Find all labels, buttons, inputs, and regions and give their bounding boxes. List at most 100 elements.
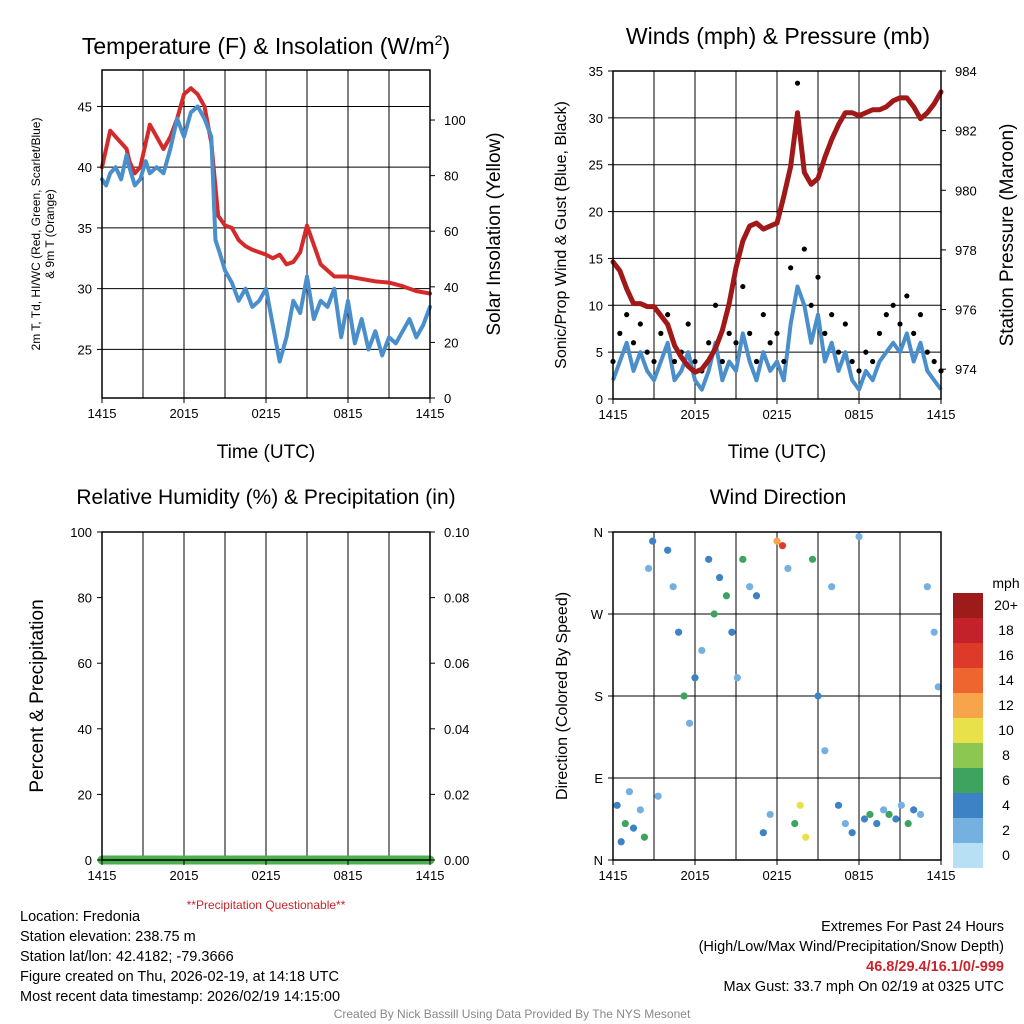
direction-point [705, 555, 713, 563]
temperature-axes: 1415 2015 0215 0815 1415 25 30 35 40 45 0 20 40 60 80 1… [78, 99, 466, 421]
gust-point [637, 321, 643, 327]
gust-point [801, 246, 807, 252]
direction-grid [613, 531, 941, 861]
legend-swatch [953, 643, 983, 668]
wind-ytick-label: 25 [589, 158, 603, 173]
wind-xtick-label: 2015 [681, 407, 710, 422]
direction-point [722, 592, 731, 600]
gust-point [760, 312, 766, 318]
direction-point [669, 583, 677, 591]
direction-point [636, 806, 644, 814]
direction-point [649, 537, 657, 545]
gust-point [904, 293, 910, 299]
direction-point [885, 810, 893, 819]
wind-xtick-label: 0215 [763, 407, 792, 422]
legend-swatch [953, 843, 983, 868]
extremes-values: 46.8/29.4/16.1/0/-999 [866, 959, 1004, 975]
station-elevation: Station elevation: 238.75 m [20, 929, 196, 945]
direction-point [778, 542, 787, 550]
direction-point [855, 532, 863, 541]
temperature-panel: Temperature (F) & Insolation (W/m2) 1415… [29, 32, 505, 463]
wind-series [610, 80, 944, 392]
legend-swatch [953, 718, 983, 743]
gust-point [651, 358, 657, 365]
legend-swatch [953, 693, 983, 718]
gust-point [740, 283, 746, 290]
rh-ytick-label: 80 [78, 591, 92, 606]
wind-ytick-label: 30 [589, 111, 603, 126]
temp-ytick-label: 30 [78, 282, 92, 297]
station-info: Location: Fredonia Station elevation: 23… [20, 907, 340, 1007]
gust-point [856, 368, 862, 374]
direction-point [710, 610, 718, 618]
rh-ytick-label: 40 [78, 722, 92, 737]
temperature-panel-title: Temperature (F) & Insolation (W/m2) [82, 32, 450, 59]
gust-point [917, 312, 924, 318]
gust-point [685, 321, 691, 327]
rh-ytick-label: 100 [70, 525, 92, 540]
direction-point [848, 829, 856, 837]
direction-point [664, 546, 672, 554]
direction-point [828, 583, 836, 591]
temp-xtick-label: 1415 [416, 406, 445, 421]
wind-y2tick-label: 974 [955, 362, 977, 377]
temp-xtick-label: 2015 [170, 406, 199, 421]
legend-swatch [953, 743, 983, 768]
legend-label: 10 [998, 722, 1014, 738]
legend-label: 0 [1002, 847, 1010, 863]
direction-point [716, 573, 724, 582]
direction-point [866, 810, 874, 819]
wind-grid [613, 70, 941, 400]
dir-ytick-label: N [594, 525, 603, 540]
rh-xtick-label: 1415 [88, 868, 117, 883]
direction-point [910, 806, 918, 814]
temperature-series [100, 86, 432, 364]
direction-ylabel: Direction (Colored By Speed) [554, 592, 571, 800]
wind-xtick-label: 0815 [845, 407, 874, 422]
direction-point [640, 833, 649, 841]
direction-point [841, 819, 849, 828]
dir-ytick-label: N [594, 853, 603, 868]
pressure-ylabel: Station Pressure (Maroon) [997, 124, 1018, 347]
humidity-ylabel: Percent & Precipitation [27, 599, 48, 792]
direction-point [691, 674, 699, 682]
series-2m-temperature [100, 86, 432, 296]
legend-label: 14 [998, 672, 1014, 688]
gust-point [911, 330, 917, 336]
gust-point [753, 358, 760, 365]
direction-point [821, 747, 829, 755]
dir-ytick-label: W [591, 607, 604, 622]
legend-label: 4 [1002, 797, 1010, 813]
direction-point [930, 628, 938, 636]
gust-point [863, 349, 869, 355]
wind-pressure-panel: Winds (mph) & Pressure (mb) 1415 2015 0215… [553, 23, 1018, 463]
direction-point [617, 838, 625, 846]
temp-y2tick-label: 100 [444, 113, 466, 128]
wind-xlabel: Time (UTC) [728, 442, 827, 463]
recent-timestamp: Most recent data timestamp: 2026/02/19 1… [20, 989, 341, 1005]
station-location: Location: Fredonia [20, 909, 141, 925]
wind-y2tick-label: 984 [955, 64, 977, 79]
gust-point [835, 349, 842, 355]
direction-point [752, 592, 761, 600]
speed-legend: mph 20+ 18 16 14 12 10 8 6 4 2 0 [953, 575, 1020, 868]
temp-y2tick-label: 0 [444, 391, 451, 406]
direction-point [784, 564, 792, 573]
temperature-ylabel-line2: & 9m T (Orange) [43, 189, 57, 279]
direction-point [916, 810, 925, 819]
rh-ytick-label: 0 [85, 853, 92, 868]
direction-point [904, 819, 912, 828]
max-gust: Max Gust: 33.7 mph On 02/19 at 0325 UTC [723, 979, 1004, 995]
gust-point [870, 358, 876, 365]
direction-point [759, 829, 767, 837]
gust-point [890, 302, 896, 308]
wind-direction-title: Wind Direction [710, 486, 847, 509]
wind-ytick-label: 15 [589, 251, 603, 266]
temp-ytick-label: 45 [78, 99, 92, 114]
direction-point [675, 628, 683, 636]
direction-point [685, 719, 694, 727]
series-pressure [610, 89, 944, 375]
legend-label: 8 [1002, 747, 1010, 763]
gust-point [767, 340, 773, 346]
